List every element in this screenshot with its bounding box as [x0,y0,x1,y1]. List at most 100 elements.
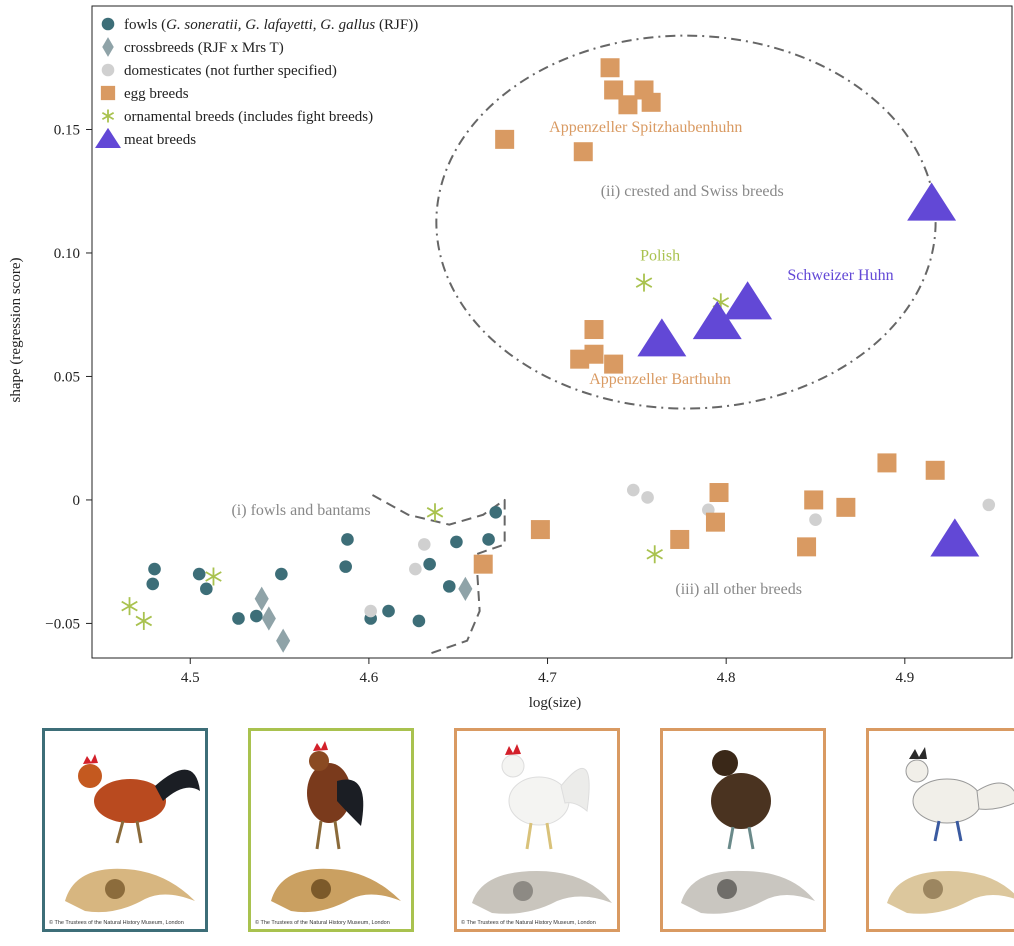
point-domesticates [809,513,822,526]
rooster-illustration [65,754,200,913]
point-egg [797,537,817,557]
point-domesticates [417,538,431,551]
point-ornamental [135,611,153,630]
point-ornamental [635,273,653,292]
legend-label-domesticates: domesticates (not further specified) [124,63,337,79]
point-egg [925,460,945,480]
legend-label-ornamental: ornamental breeds (includes fight breeds… [124,109,373,125]
point-egg [573,142,593,162]
point-egg [584,344,604,364]
annotation-label: (i) fowls and bantams [231,502,370,519]
y-tick-label: −0.05 [45,616,80,632]
legend-marker-domesticates [101,63,115,77]
point-fowls [148,562,161,576]
point-meat [637,318,687,357]
specimen-panel-1: © The Trustees of the Natural History Mu… [42,728,208,932]
y-axis: −0.05 0 0.05 0.10 0.15 [45,122,92,632]
point-egg [530,520,550,540]
legend-label-egg: egg breeds [124,86,189,102]
y-axis-label: shape (regression score) [8,258,24,403]
annotations: Appenzeller Spitzhaubenhuhn (ii) crested … [231,119,893,598]
point-egg [584,320,604,340]
y-tick-label: 0.05 [54,369,80,385]
scatter-chart: 4.5 4.6 4.7 4.8 4.9 −0.05 0 0.05 0.10 0.15 log(s… [8,5,1013,711]
point-egg [804,490,824,510]
point-fowls [146,577,160,591]
annotation-label: Appenzeller Barthuhn [589,371,731,388]
legend-marker-meat [95,127,121,148]
hen-illustration [681,750,815,914]
point-domesticates [982,498,996,512]
y-tick-label: 0.15 [54,122,80,138]
point-domesticates [364,604,377,618]
outline-crested-swiss [435,34,937,410]
y-tick-label: 0.10 [54,246,80,262]
legend-label-crossbreeds: crossbreeds (RJF x Mrs T) [124,40,284,56]
point-egg [705,512,725,532]
point-egg [570,349,590,369]
legend-marker-egg [100,85,116,101]
x-tick-label: 4.5 [181,670,200,686]
copyright-text: © The Trustees of the Natural History Mu… [49,920,184,926]
x-tick-label: 4.7 [538,670,557,686]
point-ornamental [121,597,138,616]
specimen-panel-3: © The Trustees of the Natural History Mu… [454,728,620,932]
point-ornamental [426,503,444,522]
point-fowls [382,604,395,618]
x-tick-label: 4.6 [360,670,379,686]
point-fowls [450,535,463,549]
annotation-label: Schweizer Huhn [787,267,893,284]
point-crossbreeds [261,606,276,631]
point-fowls [192,567,206,581]
copyright-text: © The Trustees of the Natural History Mu… [461,920,596,926]
point-egg [618,95,638,115]
point-fowls [200,582,213,596]
legend: fowls (G. soneratii, G. lafayetti, G. ga… [95,17,418,148]
point-fowls [423,557,436,571]
point-meat [692,301,742,340]
group-outlines [371,34,937,655]
point-fowls [250,609,263,623]
x-axis: 4.5 4.6 4.7 4.8 4.9 [181,658,914,686]
point-ornamental [205,567,222,586]
annotation-label: (ii) crested and Swiss breeds [601,183,784,200]
point-fowls [482,533,495,546]
point-fowls [341,533,354,546]
legend-label-fowls: fowls (G. soneratii, G. lafayetti, G. ga… [124,17,418,33]
x-tick-label: 4.9 [895,670,914,686]
point-ornamental [646,545,663,564]
point-egg [495,129,515,149]
point-crossbreeds [276,628,291,653]
point-egg [600,58,620,78]
point-egg [709,483,729,503]
point-fowls [489,505,503,519]
point-fowls [339,560,352,573]
point-domesticates [641,491,654,504]
point-domesticates [409,562,422,576]
point-egg [877,453,897,473]
point-meat [930,518,980,557]
point-fowls [442,580,456,593]
point-domesticates [626,483,640,497]
data-points [121,58,996,653]
point-fowls [275,567,288,581]
point-egg [604,354,624,374]
specimen-panel-2: © The Trustees of the Natural History Mu… [248,728,414,932]
legend-marker-fowls [101,17,115,31]
annotation-label: (iii) all other breeds [675,581,802,598]
rooster-illustration [271,741,401,913]
specimen-panel-4 [660,728,826,932]
point-crossbreeds [458,576,473,601]
point-meat [723,281,773,320]
outline-fowls-bantams [371,494,506,655]
annotation-label: Polish [640,247,680,264]
point-crossbreeds [254,586,269,611]
point-egg [473,554,493,574]
legend-label-meat: meat breeds [124,132,196,148]
rooster-illustration [472,744,612,914]
point-egg [836,497,856,517]
legend-marker-ornamental [101,109,115,123]
specimen-panel-5 [866,728,1014,932]
specimen-panels: © The Trustees of the Natural History Mu… [0,718,1014,946]
y-tick-label: 0 [73,493,81,509]
